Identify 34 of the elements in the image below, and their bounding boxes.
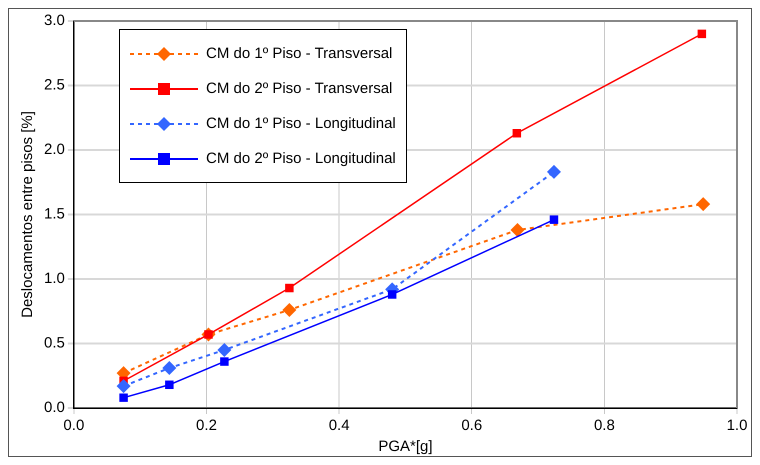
y-tick-label: 1.0 <box>44 270 65 288</box>
point <box>510 222 524 237</box>
x-tick-label: 0.8 <box>594 417 615 434</box>
point <box>220 357 229 366</box>
point <box>546 164 561 179</box>
y-axis-title: Deslocamentos entre pisos [%] <box>19 111 36 318</box>
point <box>165 380 174 390</box>
legend-label: CM do 2º Piso - Longitudinal <box>206 150 396 167</box>
y-tick-label: 0.5 <box>44 334 65 352</box>
y-tick-label: 2.5 <box>44 76 65 94</box>
x-tick-label: 0.4 <box>328 417 350 434</box>
point <box>388 290 396 299</box>
point <box>512 128 522 138</box>
point <box>698 30 706 38</box>
x-tick-label: 0.2 <box>196 417 217 434</box>
point <box>116 379 131 394</box>
point <box>217 342 232 357</box>
y-tick-label: 2.0 <box>44 141 65 158</box>
y-tick-label: 3.0 <box>44 12 65 30</box>
point <box>696 197 710 212</box>
x-tick-label: 0.6 <box>461 417 482 434</box>
x-axis-title: PGA*[g] <box>378 438 433 456</box>
x-tick-label: 1.0 <box>726 417 748 434</box>
point <box>282 302 296 317</box>
point <box>119 393 128 402</box>
y-tick-label: 0.0 <box>44 399 65 416</box>
point <box>285 284 294 292</box>
x-tick-label: 0.0 <box>63 417 84 434</box>
y-tick-label: 1.5 <box>44 206 65 223</box>
legend-label: CM do 1º Piso - Longitudinal <box>206 115 396 132</box>
legend-label: CM do 2º Piso - Transversal <box>206 80 392 97</box>
point <box>550 215 558 224</box>
point <box>162 361 176 376</box>
legend-label: CM do 1º Piso - Transversal <box>206 45 392 62</box>
